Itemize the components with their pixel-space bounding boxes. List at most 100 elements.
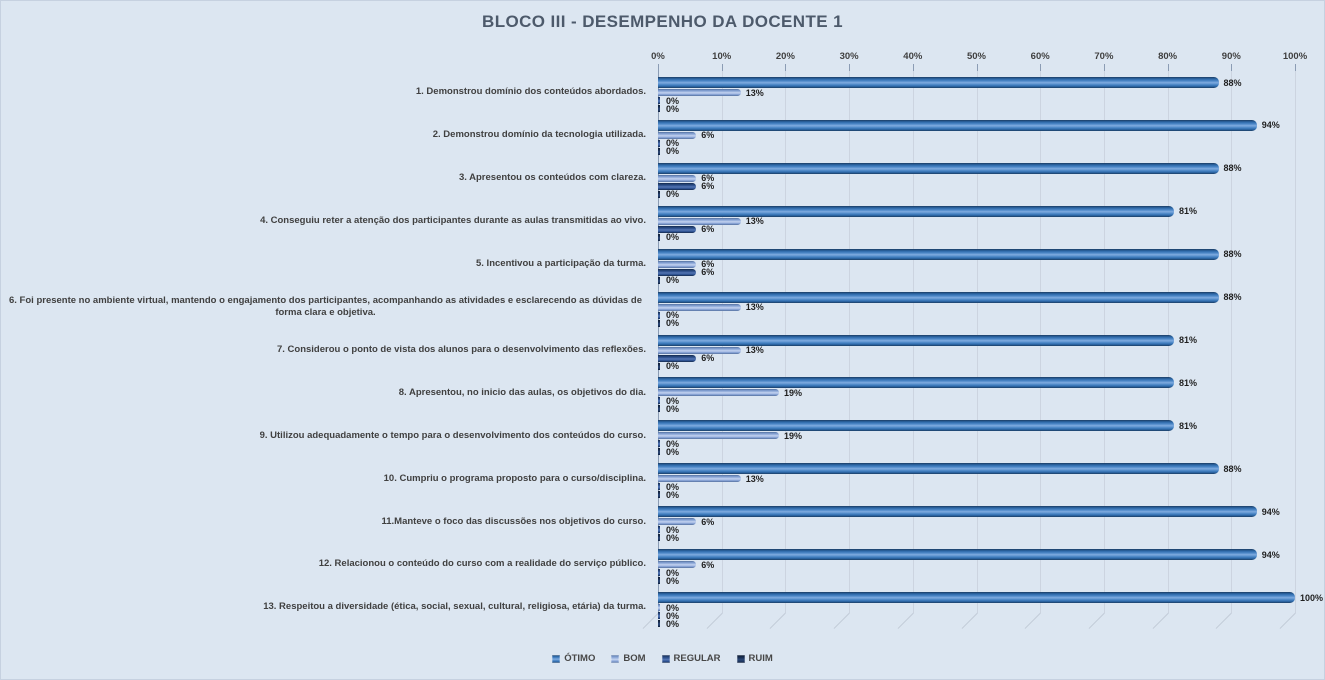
bar-otimo xyxy=(658,420,1174,432)
bar-slot-regular: 0% xyxy=(658,310,1295,321)
gridline xyxy=(1295,71,1296,613)
bar-ruim xyxy=(658,577,660,585)
bar-group: 88% 13% 0% 0% xyxy=(658,71,1295,114)
value-label: 88% xyxy=(1223,292,1242,303)
value-label: 13% xyxy=(745,302,764,313)
value-label: 0% xyxy=(666,602,680,613)
x-axis-tick-label: 90% xyxy=(1221,51,1241,62)
bar-bom xyxy=(658,260,697,268)
value-label: 0% xyxy=(666,361,680,372)
value-label: 0% xyxy=(666,532,680,543)
bar-slot-bom: 13% xyxy=(658,345,1295,355)
value-label: 0% xyxy=(666,446,680,457)
bar-bom xyxy=(658,303,741,311)
bar-ruim xyxy=(658,276,660,284)
value-label: 0% xyxy=(666,403,680,414)
value-label: 0% xyxy=(666,146,680,157)
bar-group: 88% 13% 0% 0% xyxy=(658,286,1295,329)
bar-slot-bom: 13% xyxy=(658,88,1295,98)
value-label: 13% xyxy=(745,216,764,227)
category-row: 10. Cumpriu o programa proposto para o c… xyxy=(1,457,1295,500)
bar-ruim xyxy=(658,405,660,413)
value-label: 0% xyxy=(666,489,680,500)
axis-tickmark xyxy=(658,64,659,71)
legend-marker-otimo xyxy=(552,654,561,663)
bar-regular xyxy=(658,612,660,620)
value-label: 0% xyxy=(666,575,680,586)
bar-ruim xyxy=(658,147,660,155)
bar-group: 81% 13% 6% 0% xyxy=(658,329,1295,372)
legend-label: ÓTIMO xyxy=(564,653,596,664)
bar-group: 94% 6% 0% 0% xyxy=(658,543,1295,586)
bar-ruim xyxy=(658,448,660,456)
value-label: 19% xyxy=(784,387,803,398)
value-label: 13% xyxy=(745,473,764,484)
category-label: 2. Demonstrou domínio da tecnologia util… xyxy=(432,129,646,141)
axis-tickmark xyxy=(785,64,787,71)
bar-regular xyxy=(658,225,697,233)
value-label: 6% xyxy=(701,516,715,527)
legend-label: REGULAR xyxy=(673,653,721,664)
legend-marker-bom xyxy=(611,654,620,663)
bar-slot-ruim: 0% xyxy=(658,189,1295,199)
category-label: 10. Cumpriu o programa proposto para o c… xyxy=(383,472,646,484)
bar-regular xyxy=(658,268,697,276)
category-label: 7. Considerou o ponto de vista dos aluno… xyxy=(276,343,646,355)
bar-ruim xyxy=(658,319,660,327)
category-label: 13. Respeitou a diversidade (ética, soci… xyxy=(263,601,646,613)
bar-otimo xyxy=(658,291,1219,303)
value-label: 94% xyxy=(1261,120,1280,131)
bar-otimo xyxy=(658,463,1219,475)
bar-slot-otimo: 88% xyxy=(658,162,1295,174)
bar-slot-regular: 6% xyxy=(658,181,1295,191)
category-row: 8. Apresentou, no inicio das aulas, os o… xyxy=(1,371,1295,414)
value-label: 0% xyxy=(666,318,680,329)
bar-slot-regular: 6% xyxy=(658,353,1295,363)
bar-regular xyxy=(658,397,660,405)
axis-tickmark xyxy=(976,64,978,71)
bar-slot-otimo: 94% xyxy=(658,119,1295,131)
bar-slot-regular: 0% xyxy=(658,439,1295,449)
value-label: 88% xyxy=(1223,463,1242,474)
value-label: 0% xyxy=(666,610,680,621)
bar-group: 100% 0% 0% 0% xyxy=(658,586,1323,629)
bar-otimo xyxy=(658,205,1174,217)
bar-slot-regular: 6% xyxy=(658,224,1295,235)
value-label: 81% xyxy=(1178,206,1197,217)
bar-bom xyxy=(658,475,741,483)
value-label: 0% xyxy=(666,310,680,321)
value-label: 6% xyxy=(701,130,715,141)
bar-slot-bom: 6% xyxy=(658,173,1295,183)
bar-otimo xyxy=(658,162,1219,174)
bar-slot-regular: 6% xyxy=(658,267,1295,277)
x-axis-tick-label: 0% xyxy=(651,51,665,62)
category-label: 6. Foi presente no ambiente virtual, man… xyxy=(9,294,642,319)
value-label: 19% xyxy=(784,430,803,441)
bar-slot-regular: 0% xyxy=(658,396,1295,406)
x-axis-tick-label: 20% xyxy=(775,51,795,62)
legend-marker-regular xyxy=(661,654,670,663)
bar-slot-bom: 19% xyxy=(658,387,1295,398)
legend-label: BOM xyxy=(623,653,646,664)
bar-bom xyxy=(658,131,697,139)
axis-tickmark xyxy=(1103,64,1105,71)
value-label: 0% xyxy=(666,481,680,492)
value-label: 6% xyxy=(701,224,715,235)
axis-tickmark xyxy=(1040,64,1042,71)
bar-slot-ruim: 0% xyxy=(658,318,1295,329)
legend-label: RUIM xyxy=(748,653,773,664)
category-row: 11.Manteve o foco das discussões nos obj… xyxy=(1,500,1295,543)
bar-ruim xyxy=(658,105,660,112)
bar-slot-regular: 0% xyxy=(658,610,1295,621)
value-label: 81% xyxy=(1178,335,1197,346)
category-row: 12. Relacionou o conteúdo do curso com a… xyxy=(1,543,1295,586)
bar-slot-ruim: 0% xyxy=(658,575,1295,586)
bar-slot-otimo: 88% xyxy=(658,248,1295,260)
bar-slot-ruim: 0% xyxy=(658,146,1295,157)
bar-slot-otimo: 88% xyxy=(658,463,1295,475)
bar-otimo xyxy=(658,334,1174,346)
bar-regular xyxy=(658,354,697,362)
category-label: 11.Manteve o foco das discussões nos obj… xyxy=(381,515,647,527)
axis-tickmark xyxy=(1295,64,1296,71)
category-row: 13. Respeitou a diversidade (ética, soci… xyxy=(1,586,1323,629)
